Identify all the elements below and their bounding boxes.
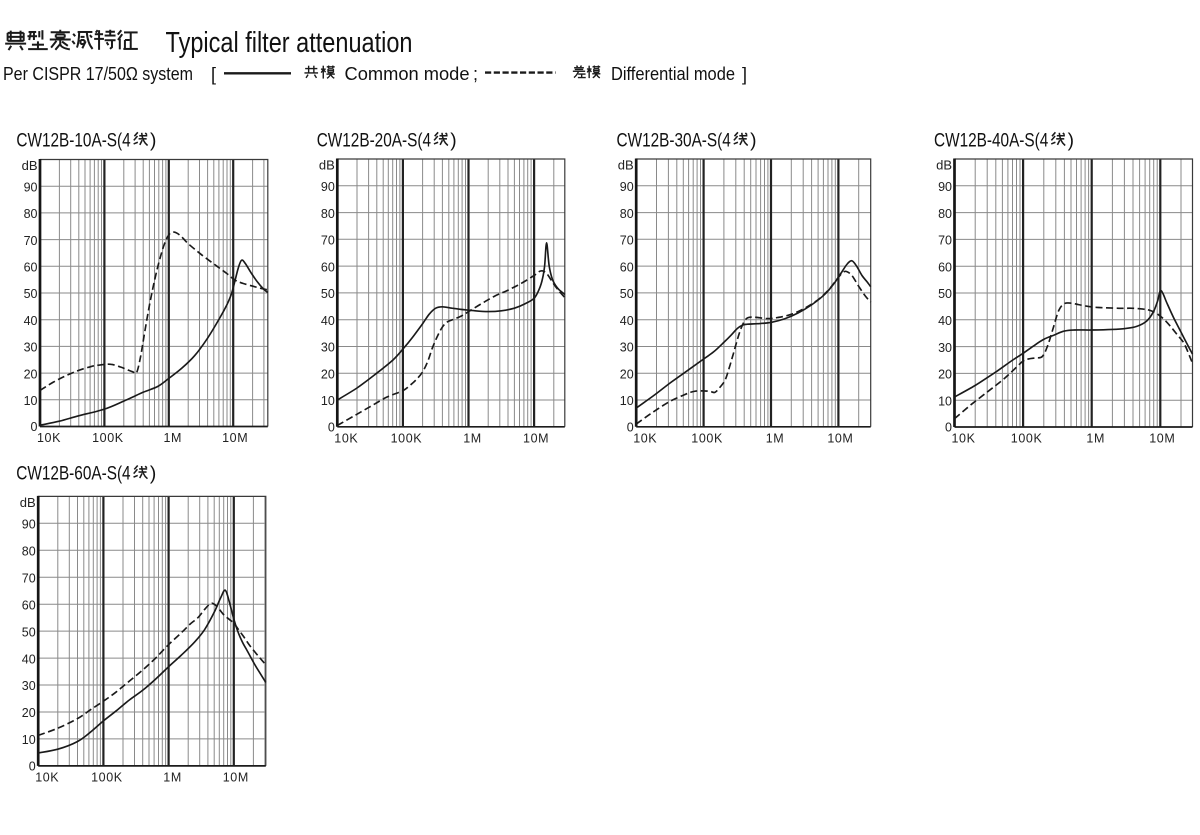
svg-text:10M: 10M xyxy=(222,431,248,445)
svg-text:CW12B-60A-S(4: CW12B-60A-S(4 xyxy=(16,464,131,485)
svg-text:10M: 10M xyxy=(223,770,249,784)
svg-text:40: 40 xyxy=(321,314,335,328)
svg-text:80: 80 xyxy=(938,207,952,221)
svg-text:CW12B-40A-S(4: CW12B-40A-S(4 xyxy=(934,130,1049,151)
svg-text:60: 60 xyxy=(22,598,36,612)
svg-text:CW12B-10A-S(4: CW12B-10A-S(4 xyxy=(16,130,131,151)
svg-text:100K: 100K xyxy=(92,431,124,445)
svg-text:0: 0 xyxy=(29,760,36,774)
svg-text:80: 80 xyxy=(22,545,36,559)
svg-text:dB: dB xyxy=(22,158,38,173)
svg-text:40: 40 xyxy=(620,314,634,328)
svg-text:60: 60 xyxy=(938,260,952,274)
svg-text:1M: 1M xyxy=(766,431,785,445)
svg-text:90: 90 xyxy=(22,518,36,532)
svg-text:10M: 10M xyxy=(827,431,853,445)
svg-text:30: 30 xyxy=(24,341,38,355)
svg-text:): ) xyxy=(450,130,456,151)
svg-text:40: 40 xyxy=(22,652,36,666)
svg-text:10K: 10K xyxy=(952,432,976,446)
svg-text:70: 70 xyxy=(938,234,952,248)
svg-text:20: 20 xyxy=(938,368,952,382)
svg-text:10K: 10K xyxy=(334,431,358,445)
svg-text:CW12B-30A-S(4: CW12B-30A-S(4 xyxy=(617,130,732,151)
svg-text:10K: 10K xyxy=(633,431,657,445)
svg-text:0: 0 xyxy=(627,420,634,434)
svg-text:10: 10 xyxy=(938,394,952,408)
svg-text:60: 60 xyxy=(321,260,335,274)
svg-text:[: [ xyxy=(211,65,216,85)
svg-text:1M: 1M xyxy=(463,431,482,445)
svg-text:90: 90 xyxy=(938,180,952,194)
svg-text:70: 70 xyxy=(22,572,36,586)
svg-text:10: 10 xyxy=(24,394,38,408)
svg-text:10: 10 xyxy=(620,394,634,408)
svg-text:70: 70 xyxy=(321,234,335,248)
svg-text:80: 80 xyxy=(620,207,634,221)
svg-text:CW12B-20A-S(4: CW12B-20A-S(4 xyxy=(317,130,432,151)
svg-text:): ) xyxy=(150,464,156,485)
svg-text:100K: 100K xyxy=(1011,432,1043,446)
svg-text:100K: 100K xyxy=(391,431,423,445)
svg-text:40: 40 xyxy=(938,314,952,328)
svg-text:90: 90 xyxy=(321,180,335,194)
svg-text:20: 20 xyxy=(24,367,38,381)
svg-text:50: 50 xyxy=(620,287,634,301)
svg-text:30: 30 xyxy=(22,679,36,693)
svg-text:10K: 10K xyxy=(37,431,61,445)
svg-text:70: 70 xyxy=(620,234,634,248)
svg-text:1M: 1M xyxy=(163,770,182,784)
svg-text:0: 0 xyxy=(31,420,38,434)
svg-text:20: 20 xyxy=(22,706,36,720)
svg-text:10K: 10K xyxy=(35,770,59,784)
svg-text:90: 90 xyxy=(620,180,634,194)
svg-text:): ) xyxy=(150,130,156,151)
svg-text:Per CISPR 17/50Ω system: Per CISPR 17/50Ω system xyxy=(3,64,193,84)
svg-text:1M: 1M xyxy=(1086,432,1105,446)
svg-text:100K: 100K xyxy=(91,770,123,784)
svg-text:1M: 1M xyxy=(164,431,183,445)
svg-text:20: 20 xyxy=(620,367,634,381)
svg-text:0: 0 xyxy=(328,420,335,434)
svg-text:80: 80 xyxy=(321,207,335,221)
svg-text:0: 0 xyxy=(945,421,952,435)
svg-text:20: 20 xyxy=(321,367,335,381)
svg-text:40: 40 xyxy=(24,314,38,328)
svg-text:): ) xyxy=(750,130,756,151)
svg-text:60: 60 xyxy=(620,260,634,274)
svg-text:dB: dB xyxy=(319,158,335,173)
svg-text:Common mode: Common mode xyxy=(345,64,470,84)
svg-text:dB: dB xyxy=(618,158,634,173)
svg-text:dB: dB xyxy=(20,495,36,510)
svg-text:50: 50 xyxy=(938,287,952,301)
svg-text:30: 30 xyxy=(321,341,335,355)
svg-text:10: 10 xyxy=(22,733,36,747)
svg-text:): ) xyxy=(1068,130,1074,151)
svg-text:]: ] xyxy=(742,65,747,85)
svg-text:10: 10 xyxy=(321,394,335,408)
svg-text:70: 70 xyxy=(24,234,38,248)
svg-text:dB: dB xyxy=(936,158,952,173)
svg-text:30: 30 xyxy=(620,341,634,355)
svg-text:Differential mode: Differential mode xyxy=(611,64,735,84)
svg-text:50: 50 xyxy=(22,625,36,639)
svg-text:10M: 10M xyxy=(1149,432,1175,446)
svg-text:;: ; xyxy=(473,64,478,84)
svg-text:30: 30 xyxy=(938,341,952,355)
svg-text:50: 50 xyxy=(24,287,38,301)
svg-text:Typical filter attenuation: Typical filter attenuation xyxy=(166,27,413,59)
svg-text:80: 80 xyxy=(24,207,38,221)
svg-text:60: 60 xyxy=(24,261,38,275)
svg-text:50: 50 xyxy=(321,287,335,301)
svg-text:100K: 100K xyxy=(691,431,723,445)
svg-text:10M: 10M xyxy=(523,431,549,445)
svg-text:90: 90 xyxy=(24,180,38,194)
